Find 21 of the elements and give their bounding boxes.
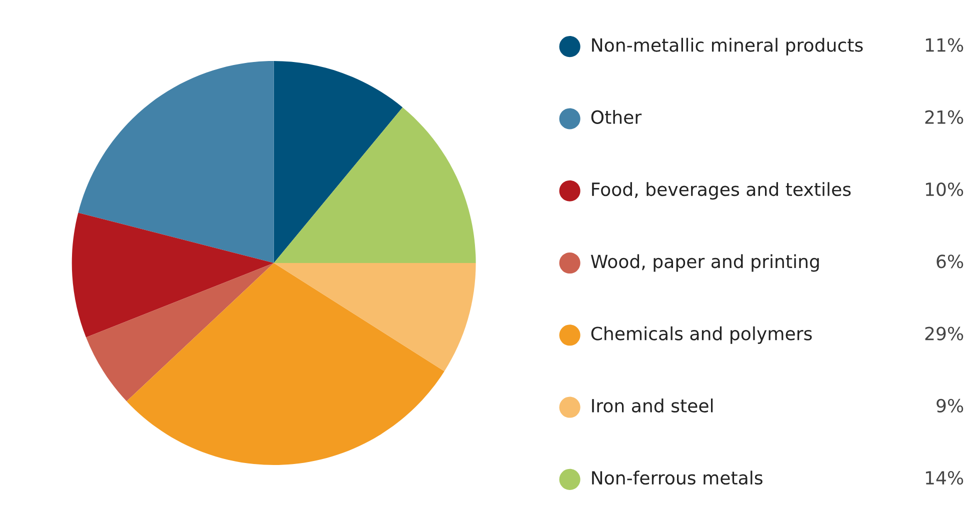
pie-slice — [72, 212, 274, 338]
legend-label: Chemicals and polymers — [591, 326, 812, 344]
legend-label: Non-ferrous metals — [592, 470, 762, 485]
data-label: 9% — [936, 398, 964, 413]
pie-slice — [274, 61, 403, 263]
legend-label: Food, beverages and textiles — [592, 182, 851, 200]
data-label: 6% — [936, 254, 964, 268]
data-label: 11% — [926, 38, 964, 52]
pie-slice — [78, 61, 274, 263]
pie-slice — [126, 263, 444, 465]
data-label: 14% — [926, 470, 964, 485]
data-label: 21% — [925, 110, 964, 124]
legend-label: Wood, paper and printing — [590, 254, 819, 272]
pie-slice — [274, 107, 476, 263]
pie-slice — [274, 263, 476, 372]
legend-label: Other — [591, 110, 642, 124]
legend-label: Iron and steel — [592, 398, 713, 413]
data-label: 29% — [925, 326, 964, 340]
pie-slice — [86, 263, 274, 402]
data-label: 10% — [926, 182, 964, 196]
legend-label: Non-metallic mineral products — [592, 38, 863, 56]
